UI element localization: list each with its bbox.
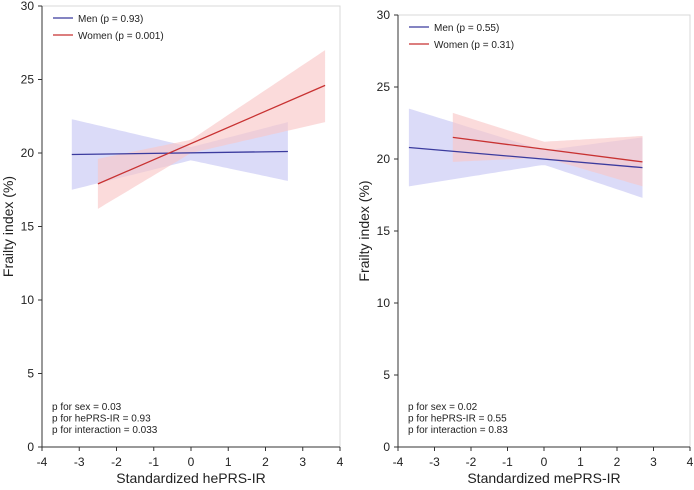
x-tick-label: 1 xyxy=(577,455,584,469)
stat-annotation: p for hePRS-IR = 0.93 xyxy=(52,414,151,425)
x-tick-label: -3 xyxy=(429,455,440,469)
x-axis-title: Standardized mePRS-IR xyxy=(467,470,620,485)
legend-label-women: Women (p = 0.001) xyxy=(78,31,164,42)
x-axis-title: Standardized hePRS-IR xyxy=(116,470,265,485)
y-axis-title: Frailty index (%) xyxy=(356,180,372,281)
x-tick-label: 3 xyxy=(299,455,306,469)
x-tick-label: -4 xyxy=(393,455,404,469)
x-tick-label: 0 xyxy=(541,455,548,469)
legend-label-men: Men (p = 0.55) xyxy=(434,23,499,34)
x-tick-label: -3 xyxy=(74,455,85,469)
y-tick-label: 30 xyxy=(377,8,391,22)
y-tick-label: 0 xyxy=(27,440,34,454)
x-tick-label: -2 xyxy=(466,455,477,469)
x-tick-label: 2 xyxy=(614,455,621,469)
y-tick-label: 5 xyxy=(383,368,390,382)
x-tick-label: -4 xyxy=(37,455,48,469)
y-tick-label: 10 xyxy=(21,293,35,307)
fit-line-women xyxy=(97,84,326,185)
plot-frame xyxy=(398,14,691,447)
y-tick-label: 20 xyxy=(21,146,35,160)
y-tick-label: 5 xyxy=(27,367,34,381)
x-tick-label: 2 xyxy=(262,455,269,469)
fit-line-women xyxy=(452,136,643,163)
y-tick-label: 15 xyxy=(21,220,35,234)
chart-panel-1: 0 5 10 15 20 25 30 -4 -3 -2 -1 0 1 2 3 4 Standardized he… xyxy=(0,0,344,486)
fit-line-men xyxy=(408,146,643,169)
plot-frame xyxy=(42,5,341,447)
y-tick-label: 10 xyxy=(377,296,391,310)
x-tick-label: 1 xyxy=(225,455,232,469)
y-axis-title: Frailty index (%) xyxy=(0,176,16,277)
stat-annotation: p for interaction = 0.83 xyxy=(408,425,508,436)
x-tick-label: 4 xyxy=(337,455,344,469)
x-tick-label: -1 xyxy=(502,455,513,469)
y-tick-label: 0 xyxy=(383,440,390,454)
y-tick-label: 25 xyxy=(377,80,391,94)
stat-annotation: p for sex = 0.02 xyxy=(408,402,478,413)
chart-panel-2: 0 5 10 15 20 25 30 -4 -3 -2 -1 0 1 2 3 4 Standardized me… xyxy=(356,8,694,486)
x-tick-label: -2 xyxy=(111,455,122,469)
x-tick-label: 4 xyxy=(687,455,694,469)
legend-label-women: Women (p = 0.31) xyxy=(434,40,514,51)
ci-band-women xyxy=(97,50,326,209)
y-tick-label: 20 xyxy=(377,152,391,166)
x-tick-label: -1 xyxy=(148,455,159,469)
legend-label-men: Men (p = 0.93) xyxy=(78,14,143,25)
stat-annotation: p for sex = 0.03 xyxy=(52,402,122,413)
stat-annotation: p for hePRS-IR = 0.55 xyxy=(408,414,507,425)
y-tick-label: 25 xyxy=(21,73,35,87)
y-tick-label: 30 xyxy=(21,0,35,13)
fit-line-men xyxy=(71,150,288,156)
x-tick-label: 0 xyxy=(188,455,195,469)
y-tick-label: 15 xyxy=(377,224,391,238)
x-tick-label: 3 xyxy=(650,455,657,469)
stat-annotation: p for interaction = 0.033 xyxy=(52,425,158,436)
